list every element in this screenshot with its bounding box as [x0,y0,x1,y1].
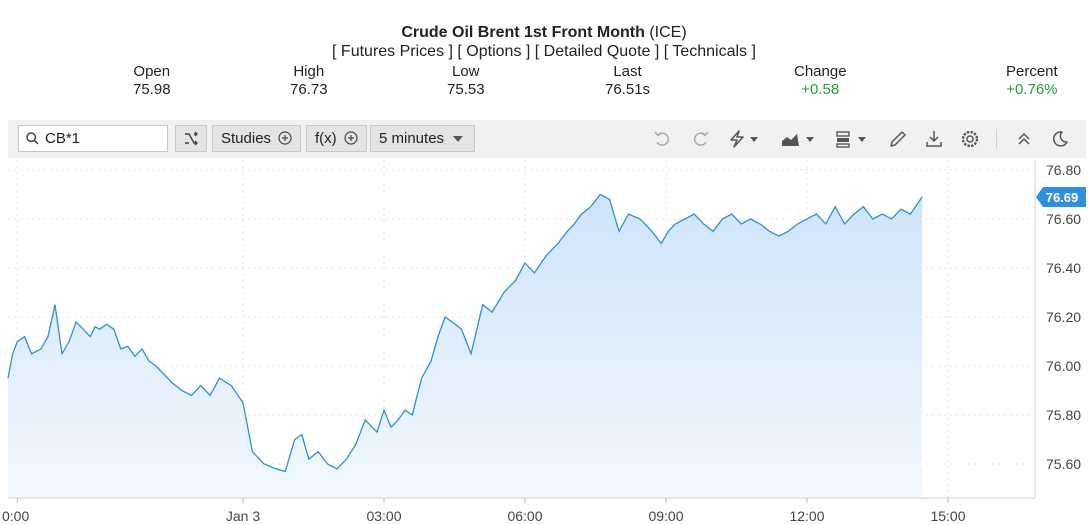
price-area [8,194,923,498]
stat-label: Open [133,63,171,80]
stat-value: 76.73 [290,81,328,98]
y-tick-label: 76.00 [1046,358,1081,374]
pencil-icon[interactable] [887,129,909,149]
stat-label: High [293,63,325,80]
title-exchange: (ICE) [644,24,687,41]
symbol-search[interactable] [18,125,168,152]
y-tick-label: 76.20 [1046,309,1081,325]
stat-value: 75.98 [133,81,171,98]
link-technicals[interactable]: [ Technicals ] [663,43,756,60]
x-tick-label: 03:00 [366,508,401,524]
link-futures-prices[interactable]: [ Futures Prices ] [332,43,453,60]
redo-icon[interactable] [689,129,711,149]
stat-value: +0.58 [801,81,840,98]
x-tick-label: 0:00 [2,508,29,524]
caret-down-icon [453,136,463,142]
y-tick-label: 75.60 [1046,456,1081,472]
title-instrument: Crude Oil Brent 1st Front Month [401,24,645,41]
stat-value: 75.53 [447,81,485,98]
layout-icon[interactable] [834,129,872,149]
stat-label: Last [613,63,642,80]
add-circle-icon [278,131,292,145]
search-icon [26,132,39,145]
lightning-icon[interactable] [726,129,762,149]
toolbar-divider [996,129,997,149]
x-axis: 0:00 Jan 3 03:00 06:00 09:00 12:00 15:00 [2,498,966,524]
add-circle-icon [344,131,358,145]
interval-select[interactable]: 5 minutes [370,125,475,152]
collapse-icon[interactable] [1013,129,1035,149]
compare-button[interactable] [175,125,207,152]
fx-button[interactable]: f(x) [306,125,367,152]
x-tick-label: 06:00 [507,508,542,524]
link-detailed-quote[interactable]: [ Detailed Quote ] [534,43,660,60]
chart-toolbar: Studies f(x) 5 minutes [8,120,1086,158]
stat-last: Last 76.51s [605,63,650,99]
symbol-input[interactable] [45,129,160,148]
shuffle-icon [185,131,198,146]
stat-open: Open 75.98 [133,63,171,99]
stat-high: High 76.73 [290,63,328,99]
price-chart[interactable]: 75.60 75.80 76.00 76.20 76.40 76.60 76.80 0:00… [0,160,1088,525]
link-options[interactable]: [ Options ] [457,43,531,60]
last-price-label: 76.69 [1046,190,1079,205]
stat-label: Low [452,63,480,80]
y-tick-label: 76.60 [1046,211,1081,227]
gear-icon[interactable] [959,129,981,149]
y-tick-label: 76.40 [1046,260,1081,276]
chart-title: Crude Oil Brent 1st Front Month (ICE) [0,24,1088,42]
x-tick-label: 09:00 [648,508,683,524]
x-tick-label: 15:00 [930,508,965,524]
fx-label: f(x) [315,130,337,147]
chart-type-icon[interactable] [780,129,818,149]
stat-low: Low 75.53 [447,63,485,99]
stat-percent: Percent +0.76% [1006,63,1058,99]
interval-label: 5 minutes [379,130,445,147]
x-tick-label: 12:00 [789,508,824,524]
studies-button[interactable]: Studies [212,125,302,152]
y-axis: 75.60 75.80 76.00 76.20 76.40 76.60 76.80 [1046,162,1081,472]
x-tick-label: Jan 3 [226,508,260,524]
last-price-tag: 76.69 [1036,186,1086,207]
y-tick-label: 75.80 [1046,407,1081,423]
y-tick-label: 76.80 [1046,162,1081,178]
price-line [7,193,923,473]
stat-value: 76.51s [605,81,651,98]
last-price-tag-shape [1036,186,1086,207]
moon-icon[interactable] [1049,129,1071,149]
download-icon[interactable] [923,129,945,149]
stat-value: +0.76% [1006,81,1058,98]
stat-label: Percent [1006,63,1058,80]
undo-icon[interactable] [652,129,674,149]
stat-change: Change +0.58 [794,63,847,99]
stat-label: Change [794,63,847,80]
studies-label: Studies [221,130,272,147]
quote-links: [ Futures Prices ] [ Options ] [ Detaile… [0,43,1088,61]
